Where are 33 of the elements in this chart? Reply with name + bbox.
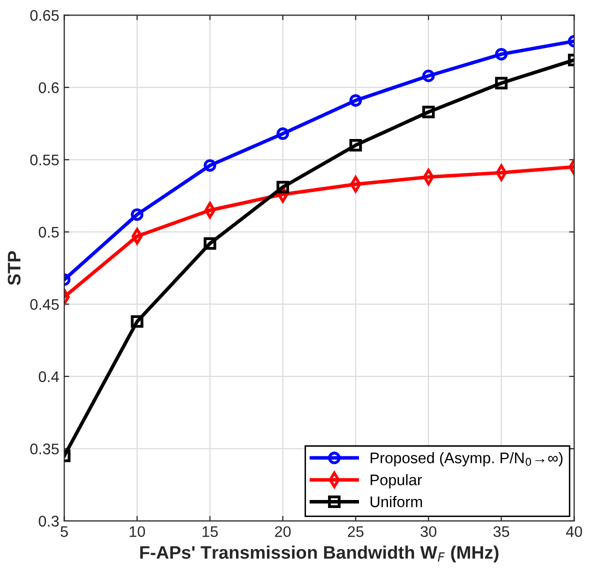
- y-tick-label: 0.5: [38, 226, 59, 238]
- y-tick-label: 0.65: [30, 10, 59, 21]
- x-tick-label: 25: [348, 526, 364, 538]
- point: [204, 159, 216, 172]
- x-tick-label: 35: [493, 526, 510, 538]
- x-tick-label: 30: [420, 526, 436, 538]
- point: [422, 70, 435, 82]
- point: [495, 76, 508, 90]
- point: [130, 208, 144, 221]
- point: [276, 180, 290, 194]
- point: [422, 106, 435, 118]
- x-axis-title: F-APs' Transmission Bandwidth W$_{F}$ (MHz): [140, 546, 498, 562]
- y-tick-label: 0.35: [30, 444, 59, 454]
- x-tick-label: 10: [130, 526, 146, 538]
- y-tick-label: 0.3: [38, 516, 59, 527]
- legend-label: Proposed (Asymp. P/N$_{0}$→∞): [370, 452, 563, 466]
- legend-label: Uniform: [370, 496, 422, 508]
- legend-label: Popular: [370, 474, 422, 488]
- x-tick-label: 40: [566, 526, 582, 538]
- y-tick-label: 0.55: [30, 154, 59, 166]
- y-tick-label: 0.4: [38, 371, 59, 382]
- point: [204, 237, 216, 250]
- x-tick-label: 20: [275, 526, 291, 538]
- x-tick-label: 5: [60, 526, 68, 538]
- point: [130, 315, 144, 328]
- point: [276, 127, 290, 140]
- x-tick-label: 15: [202, 526, 218, 538]
- point: [349, 138, 362, 152]
- point: [495, 48, 508, 60]
- point: [349, 94, 362, 107]
- y-tick-label: 0.6: [38, 82, 59, 94]
- y-tick-label: 0.45: [30, 299, 59, 310]
- y-axis-title: STP: [8, 251, 21, 286]
